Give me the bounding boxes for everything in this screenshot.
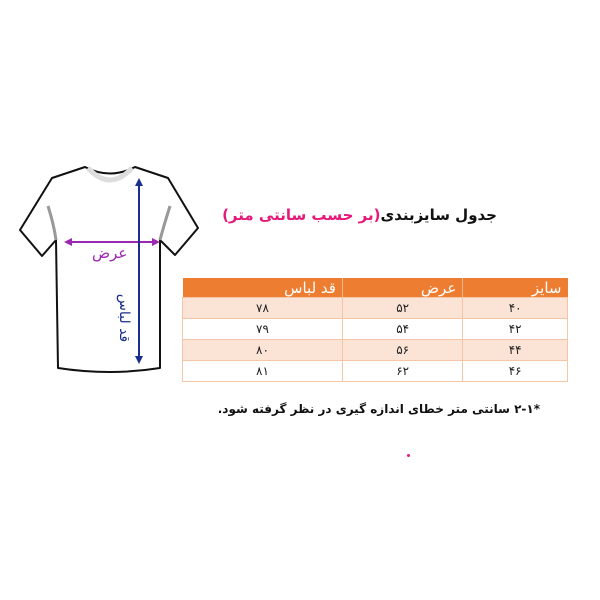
cell: ۴۰ [462,297,568,319]
title-main: جدول سایزبندی [380,206,497,224]
table-row: ۴۲ ۵۴ ۷۹ [182,318,568,340]
decorative-dot [407,454,410,457]
cell: ۷۸ [182,297,343,319]
header-width: عرض [341,278,463,298]
table-row: ۴۶ ۶۲ ۸۱ [182,360,568,382]
page-title: جدول سایزبندی(بر حسب سانتی متر) [222,206,497,224]
cell: ۴۶ [462,360,568,382]
measurement-note: *۲-۱ سانتی متر خطای اندازه گیری در نظر گ… [217,402,540,416]
cell: ۶۲ [341,360,464,382]
cell: ۵۶ [341,339,464,361]
cell: ۸۱ [182,360,343,382]
width-arrow [64,238,160,246]
width-label: عرض [92,244,128,262]
length-label: قد لباس [116,293,133,343]
collar [86,166,134,183]
header-size: سایز [462,278,568,298]
cell: ۷۹ [182,318,343,340]
title-unit: (بر حسب سانتی متر) [222,206,381,224]
cell: ۴۲ [462,318,568,340]
tshirt-outline [19,166,199,373]
cell: ۵۴ [341,318,464,340]
cell: ۵۲ [341,297,464,319]
cell: ۴۴ [462,339,568,361]
table-row: ۴۰ ۵۲ ۷۸ [182,297,568,319]
table-row: ۴۴ ۵۶ ۸۰ [182,339,568,361]
length-arrow [135,178,143,364]
cell: ۸۰ [182,339,343,361]
size-table: سایز عرض قد لباس ۴۰ ۵۲ ۷۸ ۴۲ ۵۴ ۷۹ ۴۴ ۵۶ ۸۰ ۴۶… [182,278,568,382]
header-length: قد لباس [182,278,343,298]
